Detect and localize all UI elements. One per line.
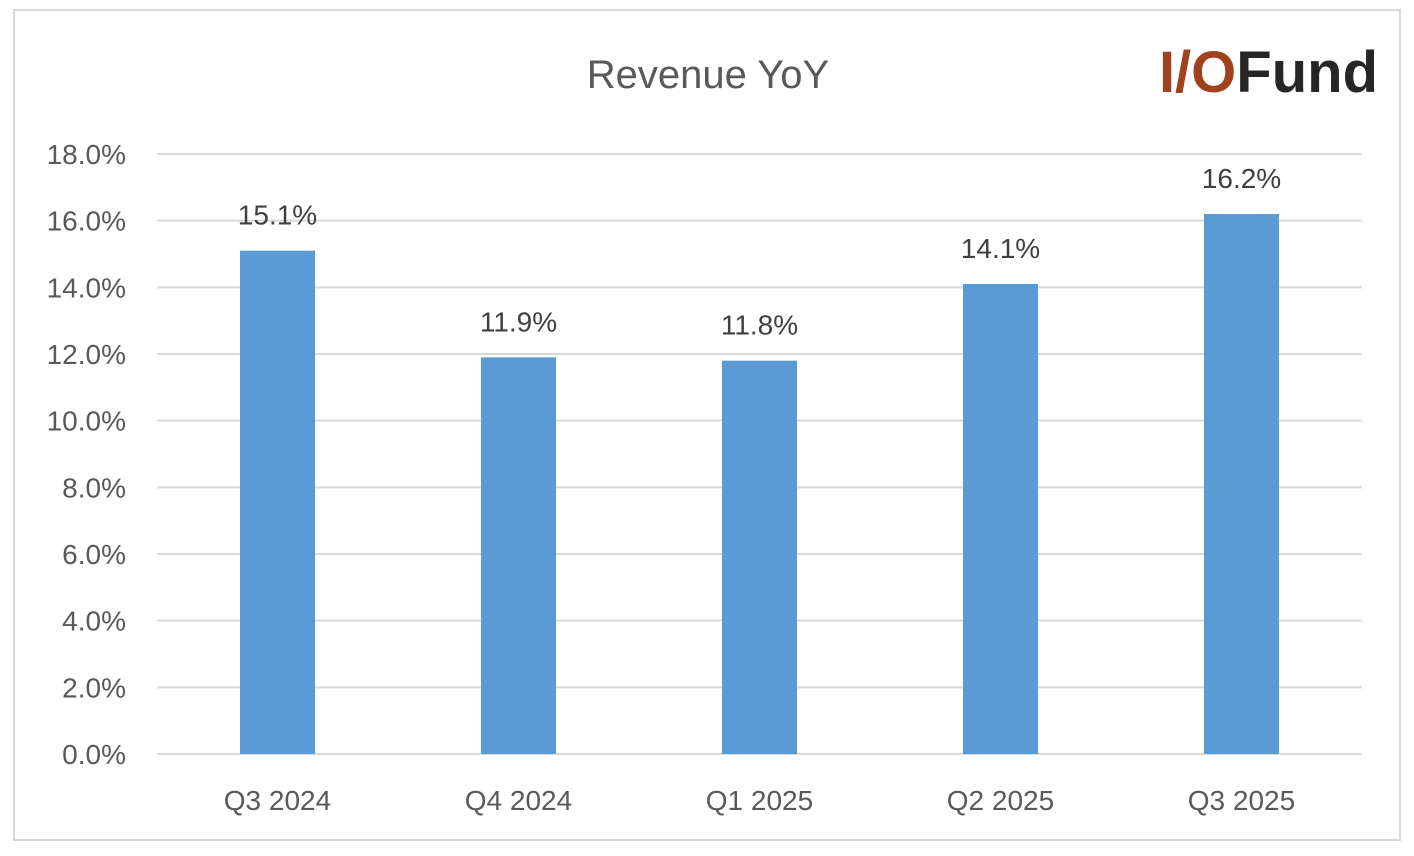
y-tick-label: 16.0% [47,206,126,237]
bar-q4-2024 [481,357,556,754]
y-tick-label: 8.0% [62,472,126,503]
y-tick-label: 0.0% [62,739,126,770]
bars [240,214,1279,754]
y-tick-label: 12.0% [47,339,126,370]
x-tick-label: Q1 2025 [706,785,813,816]
logo-accent-text: I/O [1159,40,1236,105]
data-label: 14.1% [961,233,1040,264]
bar-q2-2025 [963,284,1038,754]
x-axis: Q3 2024 Q4 2024 Q1 2025 Q2 2025 Q3 2025 [224,785,1295,816]
y-tick-label: 6.0% [62,539,126,570]
x-tick-label: Q4 2024 [465,785,572,816]
y-tick-label: 4.0% [62,606,126,637]
y-tick-label: 10.0% [47,406,126,437]
x-tick-label: Q2 2025 [947,785,1054,816]
gridlines [157,153,1362,755]
io-fund-logo: I/OFund [1159,40,1378,105]
data-label: 11.8% [721,310,798,341]
bar-q3-2025 [1204,214,1279,754]
data-labels: 15.1% 11.9% 11.8% 14.1% 16.2% [238,163,1281,341]
x-tick-label: Q3 2025 [1188,785,1295,816]
bar-q3-2024 [240,250,315,754]
y-tick-label: 14.0% [47,272,126,303]
x-tick-label: Q3 2024 [224,785,331,816]
bar-q1-2025 [722,360,797,754]
data-label: 16.2% [1202,163,1281,194]
data-label: 15.1% [238,200,317,231]
data-label: 11.9% [480,306,557,337]
logo-rest-text: Fund [1236,40,1378,105]
chart-title: Revenue YoY [587,53,829,97]
y-tick-label: 18.0% [47,139,126,170]
y-axis: 0.0% 2.0% 4.0% 6.0% 8.0% 10.0% 12.0% 14.0% 16.0%… [47,139,126,770]
y-tick-label: 2.0% [62,672,126,703]
